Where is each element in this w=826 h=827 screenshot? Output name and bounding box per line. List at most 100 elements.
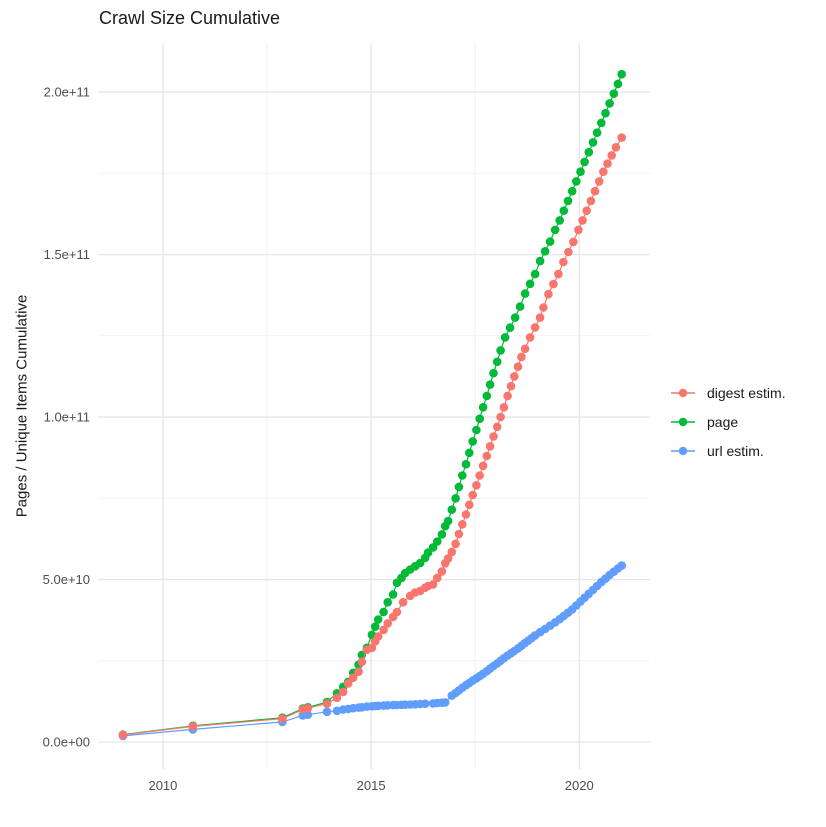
data-point-digest-estim- — [499, 403, 509, 412]
data-point-page — [379, 607, 388, 617]
data-point-page — [525, 279, 535, 289]
data-point-page — [500, 333, 510, 342]
data-point-digest-estim- — [443, 554, 453, 563]
data-point-digest-estim- — [607, 151, 616, 160]
data-point-digest-estim- — [468, 490, 478, 500]
data-point-page — [370, 622, 380, 631]
legend-item-digest-estim: digest estim. — [668, 378, 786, 407]
data-point-url-estim- — [322, 707, 332, 717]
data-point-digest-estim- — [510, 372, 519, 381]
data-point-page — [478, 403, 488, 412]
data-point-page — [567, 186, 577, 196]
data-point-digest-estim- — [454, 529, 464, 539]
data-point-page — [443, 516, 453, 526]
data-point-page — [482, 391, 492, 401]
data-point-digest-estim- — [367, 643, 377, 653]
x-tick-label: 2020 — [565, 778, 594, 793]
data-point-digest-estim- — [535, 313, 545, 322]
y-tick-label: 1.5e+11 — [44, 247, 90, 262]
data-point-page — [489, 368, 498, 378]
data-point-page — [584, 147, 594, 157]
data-point-digest-estim- — [472, 481, 481, 490]
data-point-page — [605, 99, 614, 108]
data-point-page — [613, 79, 623, 89]
data-point-digest-estim- — [517, 352, 526, 362]
data-point-page — [458, 471, 467, 480]
data-point-page — [530, 269, 540, 279]
data-point-digest-estim- — [586, 196, 596, 206]
data-point-page — [447, 505, 457, 514]
data-point-digest-estim- — [373, 632, 383, 641]
data-point-digest-estim- — [332, 693, 342, 703]
data-point-digest-estim- — [559, 257, 568, 267]
data-point-digest-estim- — [506, 381, 516, 391]
legend-key-line-dot-icon — [671, 417, 695, 426]
data-point-url-estim- — [617, 561, 626, 570]
data-point-page — [576, 167, 585, 176]
data-point-digest-estim- — [611, 143, 621, 152]
data-point-digest-estim- — [594, 177, 604, 186]
data-point-digest-estim- — [398, 598, 408, 607]
data-point-digest-estim- — [118, 730, 128, 740]
data-point-digest-estim- — [338, 687, 348, 697]
data-point-digest-estim- — [188, 722, 198, 731]
data-point-digest-estim- — [278, 714, 287, 723]
data-point-digest-estim- — [451, 539, 460, 549]
data-point-page — [454, 482, 464, 492]
legend-item-url-estim: url estim. — [668, 436, 786, 465]
data-point-digest-estim- — [482, 451, 492, 461]
data-point-digest-estim- — [428, 580, 438, 589]
chart-title: Crawl Size Cumulative — [99, 8, 281, 28]
data-point-digest-estim- — [475, 471, 485, 480]
data-point-digest-estim- — [544, 289, 553, 299]
data-point-digest-estim- — [503, 391, 512, 401]
data-point-page — [433, 537, 442, 546]
data-point-page — [373, 615, 383, 624]
data-point-digest-estim- — [520, 344, 530, 354]
data-point-digest-estim- — [379, 625, 388, 635]
data-point-page — [563, 196, 573, 206]
data-point-page — [617, 69, 626, 79]
data-point-digest-estim- — [603, 159, 612, 168]
data-point-digest-estim- — [578, 216, 587, 225]
data-point-digest-estim- — [549, 279, 558, 289]
data-point-digest-estim- — [590, 186, 600, 196]
data-point-page — [609, 89, 619, 98]
data-point-page — [472, 425, 481, 435]
data-point-digest-estim- — [485, 442, 495, 451]
data-point-page — [461, 459, 471, 469]
data-point-digest-estim- — [539, 303, 548, 312]
data-point-page — [580, 157, 589, 167]
data-point-digest-estim- — [322, 699, 332, 708]
data-point-page — [540, 247, 550, 256]
data-point-digest-estim- — [525, 333, 535, 342]
y-tick-label: 0.0e+00 — [43, 735, 90, 750]
data-point-page — [383, 598, 393, 607]
data-point-digest-estim- — [617, 133, 626, 142]
data-point-digest-estim- — [343, 679, 353, 688]
data-point-page — [505, 323, 515, 333]
data-point-digest-estim- — [383, 619, 393, 628]
data-point-digest-estim- — [496, 412, 505, 422]
data-point-page — [535, 256, 545, 266]
data-point-digest-estim- — [530, 323, 540, 332]
data-point-digest-estim- — [303, 703, 313, 713]
legend-label: page — [707, 413, 739, 430]
x-tick-label: 2010 — [148, 778, 177, 793]
data-point-digest-estim- — [465, 500, 474, 510]
data-point-digest-estim- — [489, 432, 498, 441]
data-point-page — [545, 237, 555, 246]
data-point-page — [555, 216, 564, 225]
legend-key-line-dot-icon — [671, 388, 695, 397]
data-point-url-estim- — [420, 699, 430, 708]
data-point-digest-estim- — [513, 362, 523, 372]
legend-item-page: page — [668, 407, 786, 436]
y-tick-label: 5.0e+10 — [43, 572, 90, 587]
data-point-page — [388, 590, 398, 599]
y-tick-label: 1.0e+11 — [44, 410, 90, 425]
data-point-digest-estim- — [392, 607, 402, 617]
data-point-digest-estim- — [478, 461, 488, 471]
data-point-page — [601, 108, 610, 118]
data-point-digest-estim- — [354, 667, 363, 677]
